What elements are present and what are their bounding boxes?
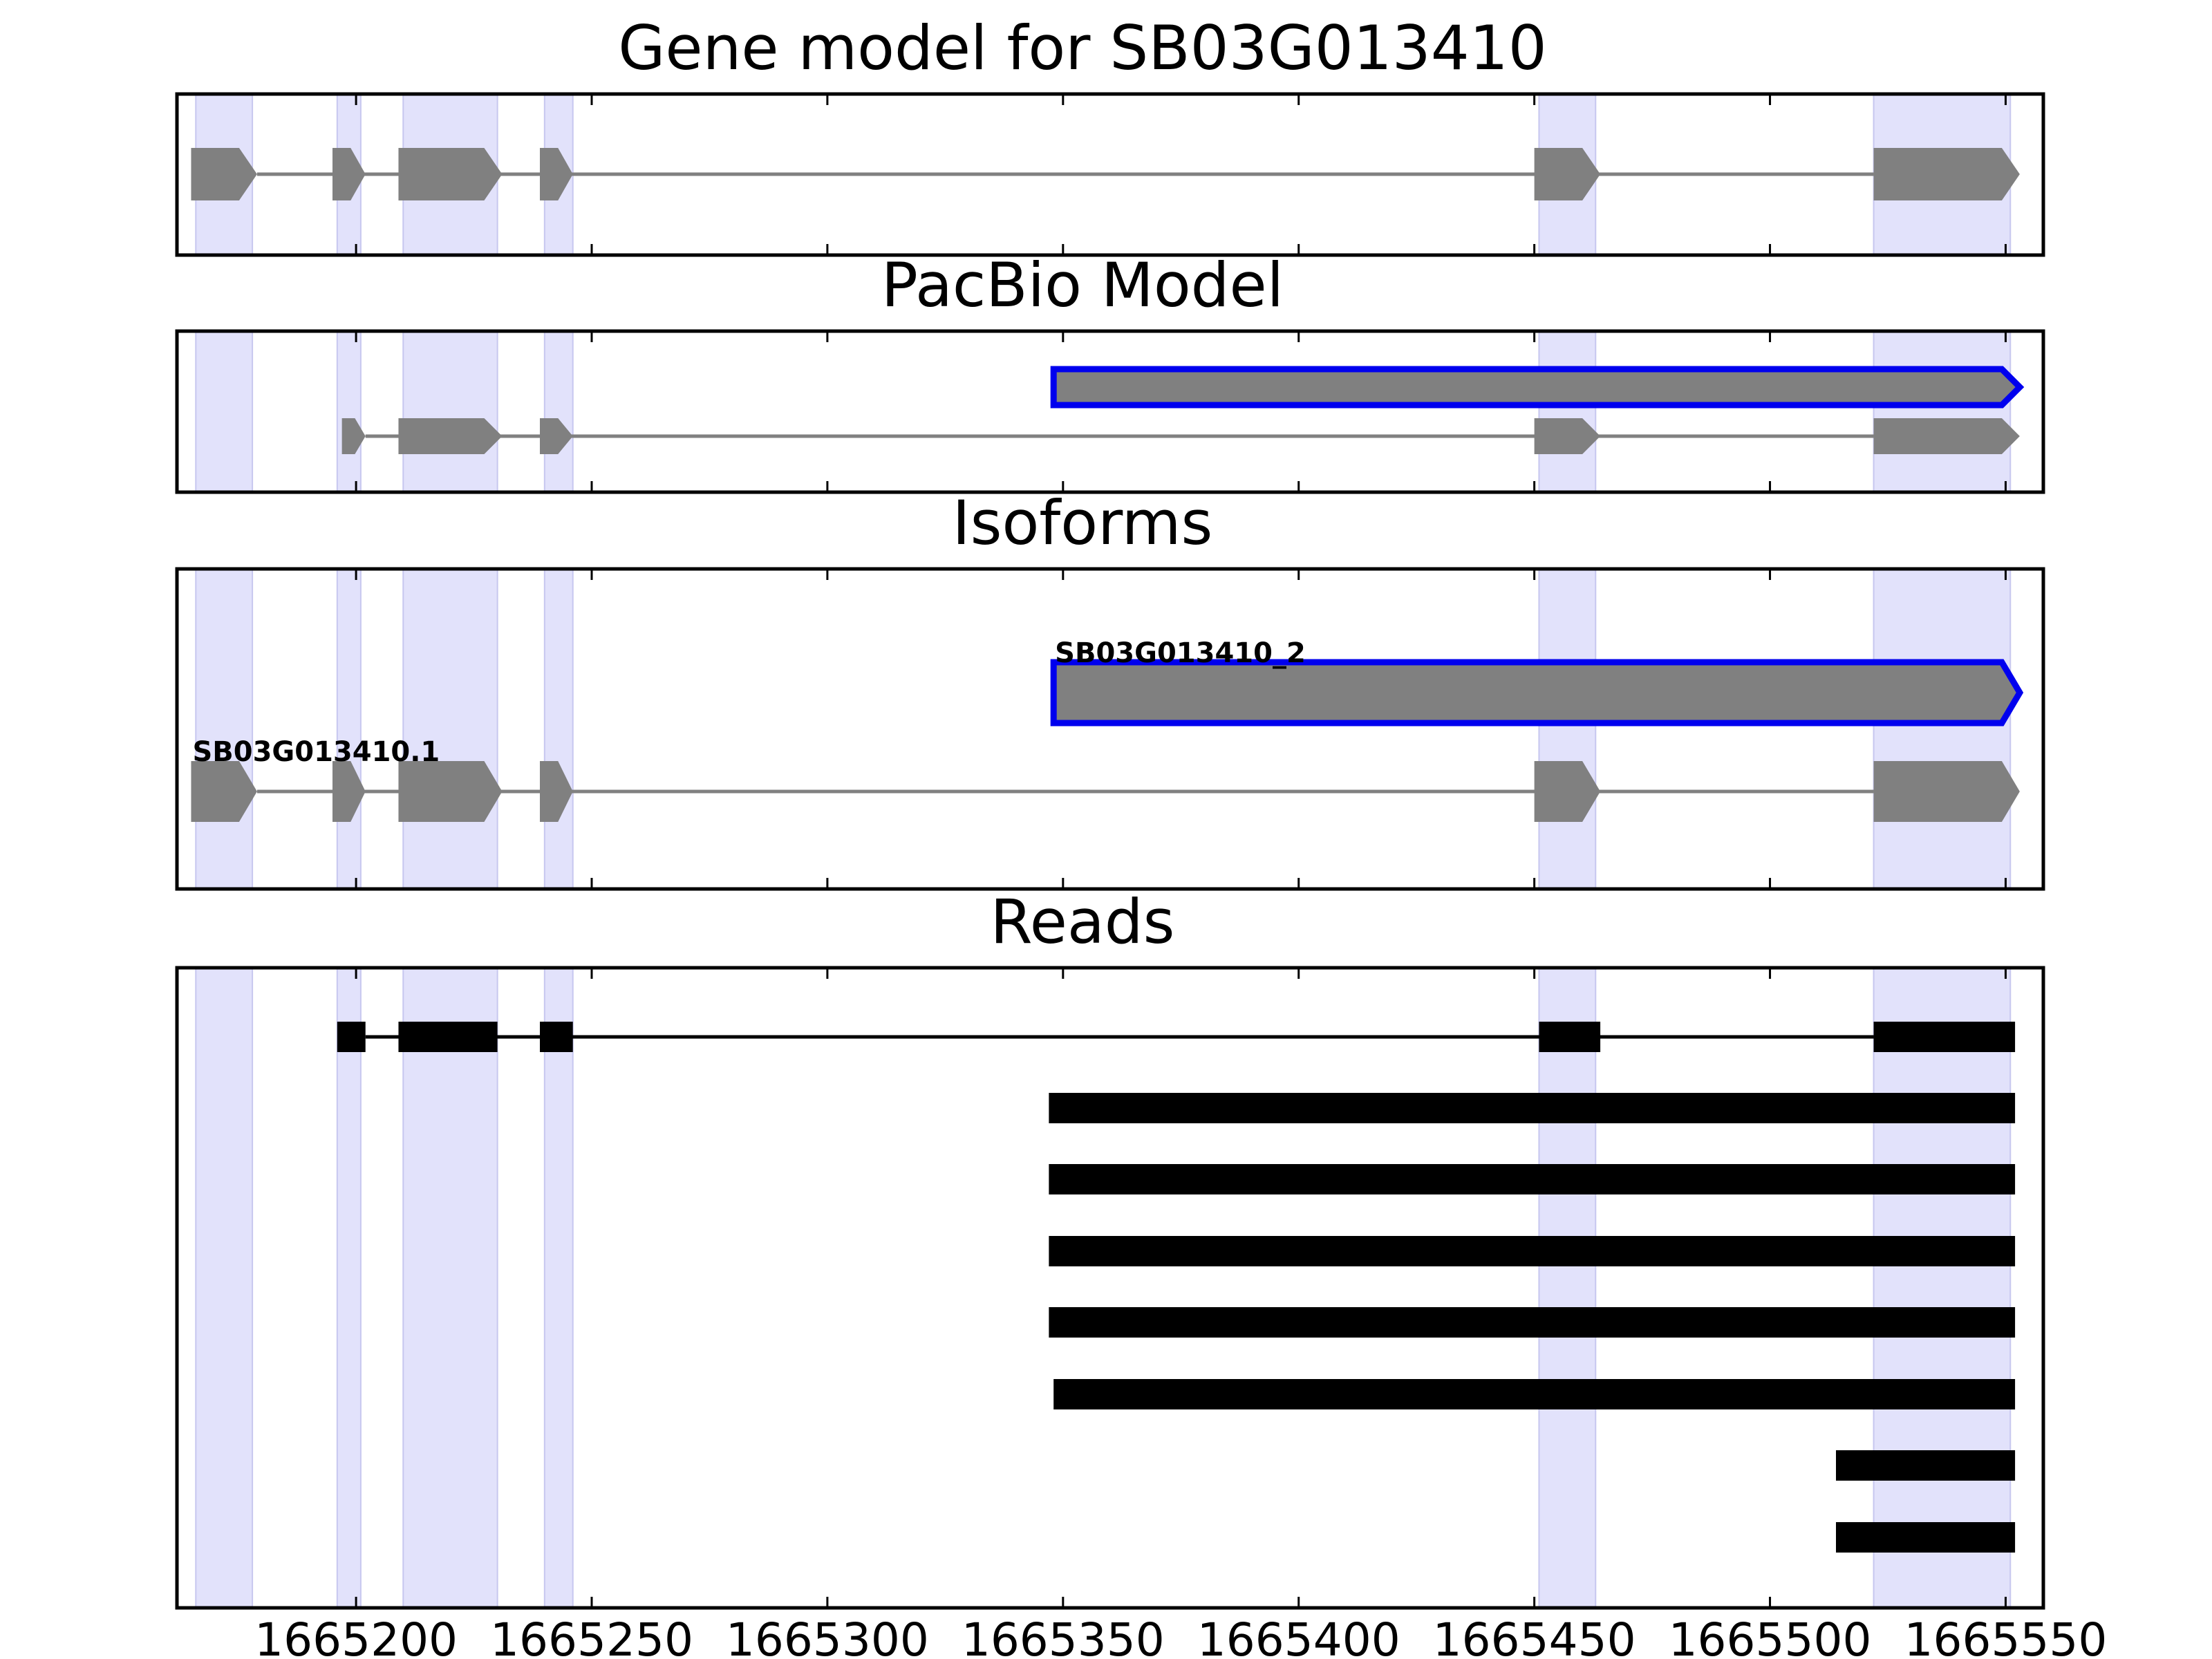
read-block (1873, 1022, 2016, 1052)
exon-shape (398, 418, 503, 454)
x-tick-label: 1665550 (1904, 1613, 2107, 1659)
exon-shape (540, 761, 573, 822)
read-block (540, 1022, 573, 1052)
exon-shape (398, 761, 503, 822)
highlight-region (336, 967, 362, 1609)
panel-1: PacBio Model (175, 250, 2045, 494)
read-block (1053, 1379, 2016, 1409)
read-block (1049, 1093, 2016, 1123)
highlight-region (195, 568, 254, 890)
read-block (1049, 1164, 2016, 1194)
highlight-region (402, 330, 498, 493)
transcript-row: SB03G013410_2 (1050, 637, 2024, 727)
read-block (1836, 1450, 2016, 1481)
x-tick-label: 1665400 (1197, 1613, 1400, 1659)
exon-shape (332, 148, 366, 200)
highlight-region (1538, 967, 1597, 1609)
panel-2: SB03G013410_2 SB03G013410.1 Isoforms (175, 487, 2045, 891)
highlight-region (336, 330, 362, 493)
panel-title: Gene model for SB03G013410 (618, 12, 1547, 84)
read-row (1049, 1307, 2016, 1338)
exon-shape (1873, 148, 2020, 200)
highlight-region (1873, 967, 2012, 1609)
highlight-region (543, 330, 574, 493)
highlight-region (195, 330, 254, 493)
panel-3: Reads (175, 886, 2045, 1610)
exon-shape (1534, 761, 1601, 822)
exon-shape (191, 761, 257, 822)
highlight-region (1873, 330, 2012, 493)
isoform-label: SB03G013410.1 (192, 736, 440, 768)
highlight-region (402, 967, 498, 1609)
highlight-region (543, 967, 574, 1609)
exon-shape (1873, 418, 2020, 454)
x-tick-label: 1665450 (1433, 1613, 1636, 1659)
read-row (1049, 1236, 2016, 1266)
read-row (1053, 1379, 2016, 1409)
exon-shape (1534, 148, 1601, 200)
highlight-region (543, 568, 574, 890)
exon-shape (398, 148, 503, 200)
transcript-row (341, 418, 2020, 454)
panel-title: Isoforms (953, 487, 1213, 559)
panel-frame (175, 329, 2045, 494)
x-axis: 1665200 1665250 1665300 1665350 1665400 16654… (254, 1613, 2107, 1659)
panel-frame (175, 567, 2045, 891)
exon-shape (540, 418, 573, 454)
read-block (1049, 1236, 2016, 1266)
transcript-row (191, 148, 2020, 200)
transcript-row (1050, 366, 2025, 409)
highlight-region (1538, 568, 1597, 890)
read-row (1836, 1522, 2016, 1553)
exon-shape (1534, 418, 1601, 454)
highlight-region (336, 568, 362, 890)
exon-shape (540, 148, 573, 200)
highlight-region (402, 568, 498, 890)
exon-shape (341, 418, 366, 454)
exon-shape (1050, 366, 2025, 409)
read-row (1049, 1093, 2016, 1123)
highlight-region (195, 967, 254, 1609)
x-tick-label: 1665200 (254, 1613, 458, 1659)
read-row (1836, 1450, 2016, 1481)
read-row (337, 1022, 2016, 1052)
exon-shape (332, 761, 366, 822)
read-block (1539, 1022, 1601, 1052)
exon-shape (1873, 761, 2020, 822)
x-tick-label: 1665500 (1669, 1613, 1872, 1659)
read-row (1049, 1164, 2016, 1194)
panel-frame (175, 966, 2045, 1610)
read-block (1836, 1522, 2016, 1553)
read-block (337, 1022, 366, 1052)
highlight-region (1538, 330, 1597, 493)
x-tick-label: 1665250 (490, 1613, 693, 1659)
panel-title: PacBio Model (881, 250, 1284, 321)
read-block (1049, 1307, 2016, 1338)
x-tick-label: 1665300 (726, 1613, 929, 1659)
panel-title: Reads (991, 886, 1175, 957)
transcript-row: SB03G013410.1 (191, 736, 2020, 822)
isoform-label: SB03G013410_2 (1055, 637, 1306, 669)
highlight-region (1873, 568, 2012, 890)
exon-shape (1050, 659, 2024, 727)
exon-shape (191, 148, 257, 200)
panel-frame (175, 92, 2045, 257)
read-block (398, 1022, 498, 1052)
panel-0: Gene model for SB03G013410 (175, 12, 2045, 257)
x-tick-label: 1665350 (962, 1613, 1165, 1659)
